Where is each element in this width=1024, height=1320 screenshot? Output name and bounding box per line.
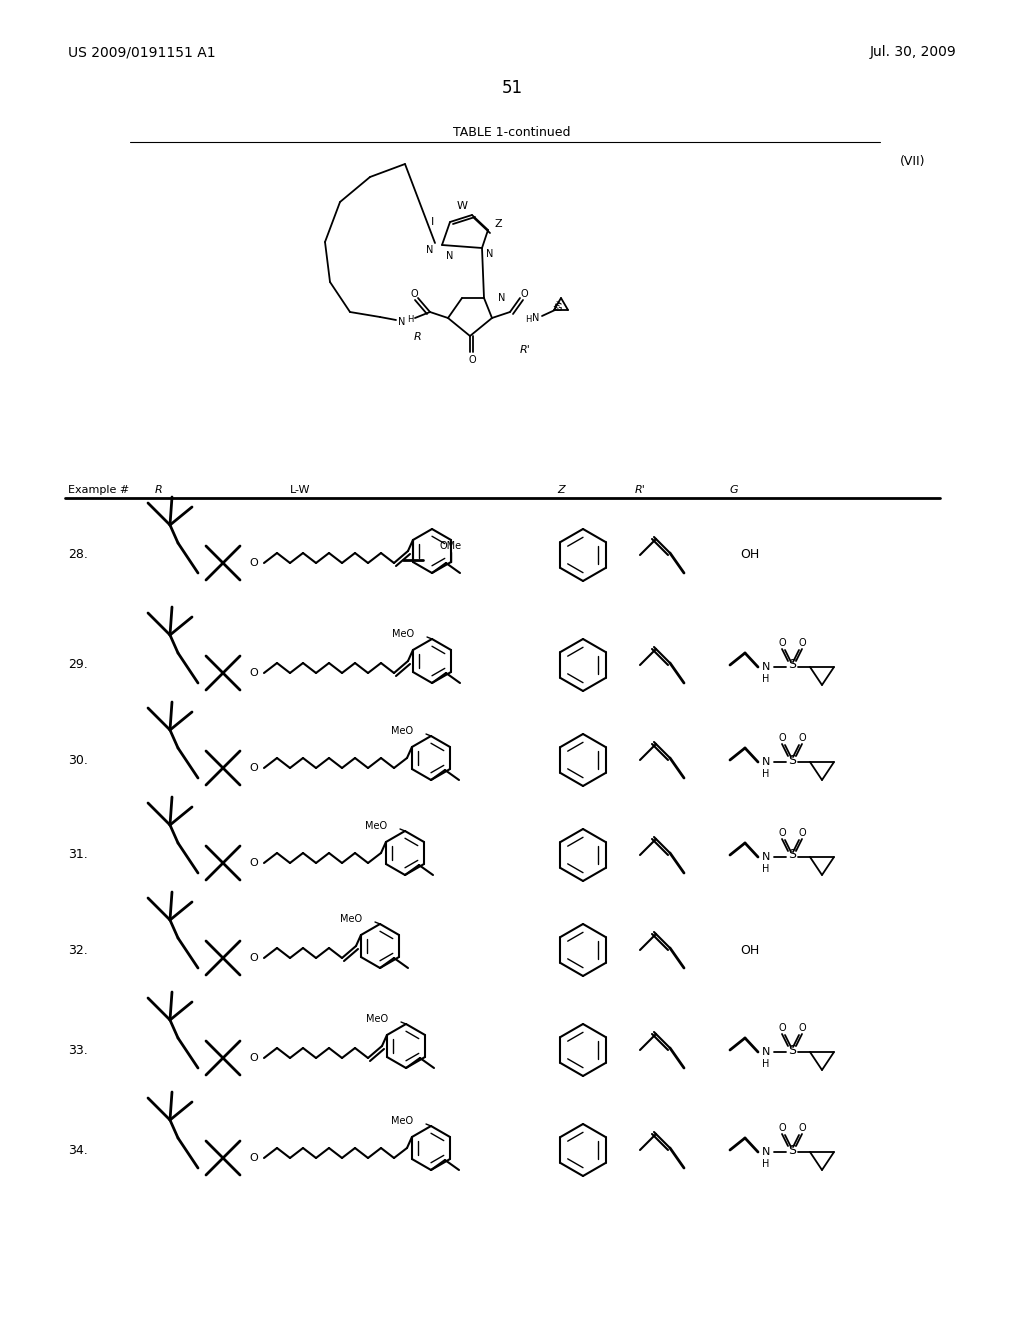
Text: (VII): (VII) (900, 156, 926, 169)
Text: MeO: MeO (340, 913, 362, 924)
Text: O: O (250, 858, 258, 869)
Text: 33.: 33. (68, 1044, 88, 1056)
Text: MeO: MeO (391, 1115, 413, 1126)
Text: MeO: MeO (366, 1014, 388, 1024)
Text: MeO: MeO (391, 726, 413, 737)
Text: H: H (762, 1059, 770, 1069)
Text: O: O (250, 668, 258, 678)
Text: O: O (250, 558, 258, 568)
Text: US 2009/0191151 A1: US 2009/0191151 A1 (68, 45, 216, 59)
Text: O: O (411, 289, 418, 300)
Text: O: O (250, 1152, 258, 1163)
Text: N: N (762, 851, 770, 862)
Text: S: S (788, 849, 796, 862)
Text: H: H (525, 315, 531, 325)
Text: R: R (155, 484, 163, 495)
Text: O: O (468, 355, 476, 366)
Text: MeO: MeO (392, 630, 414, 639)
Text: H: H (762, 770, 770, 779)
Text: TABLE 1-continued: TABLE 1-continued (454, 125, 570, 139)
Text: OH: OH (740, 549, 759, 561)
Text: N: N (498, 293, 506, 304)
Text: 51: 51 (502, 79, 522, 96)
Text: Z: Z (557, 484, 564, 495)
Text: R': R' (519, 345, 530, 355)
Text: O: O (520, 289, 527, 300)
Text: G: G (730, 484, 738, 495)
Text: 31.: 31. (68, 849, 88, 862)
Text: G: G (554, 304, 562, 313)
Text: S: S (788, 659, 796, 672)
Text: H: H (407, 315, 414, 325)
Text: N: N (398, 317, 406, 327)
Text: O: O (250, 953, 258, 964)
Text: H: H (762, 675, 770, 684)
Text: 28.: 28. (68, 549, 88, 561)
Text: L-W: L-W (290, 484, 310, 495)
Text: N: N (762, 663, 770, 672)
Text: O: O (250, 1053, 258, 1063)
Text: Z: Z (495, 219, 502, 228)
Text: OH: OH (740, 944, 759, 957)
Text: O: O (798, 1023, 806, 1034)
Text: R': R' (635, 484, 646, 495)
Text: O: O (798, 1123, 806, 1133)
Text: 32.: 32. (68, 944, 88, 957)
Text: O: O (798, 638, 806, 648)
Text: N: N (426, 246, 434, 255)
Text: W: W (457, 201, 468, 211)
Text: O: O (778, 1123, 785, 1133)
Text: H: H (762, 865, 770, 874)
Text: N: N (446, 251, 454, 261)
Text: Jul. 30, 2009: Jul. 30, 2009 (870, 45, 956, 59)
Text: O: O (798, 733, 806, 743)
Text: OMe: OMe (440, 541, 462, 550)
Text: O: O (250, 763, 258, 774)
Text: O: O (778, 828, 785, 838)
Text: N: N (486, 249, 494, 259)
Text: I: I (430, 216, 433, 227)
Text: 30.: 30. (68, 754, 88, 767)
Text: O: O (778, 733, 785, 743)
Text: N: N (532, 313, 540, 323)
Text: S: S (788, 1143, 796, 1156)
Text: N: N (762, 756, 770, 767)
Text: R: R (414, 333, 422, 342)
Text: N: N (762, 1147, 770, 1158)
Text: H: H (762, 1159, 770, 1170)
Text: S: S (788, 1044, 796, 1056)
Text: S: S (788, 754, 796, 767)
Text: Example #: Example # (68, 484, 129, 495)
Text: MeO: MeO (365, 821, 387, 832)
Text: O: O (798, 828, 806, 838)
Text: 29.: 29. (68, 659, 88, 672)
Text: O: O (778, 638, 785, 648)
Text: O: O (778, 1023, 785, 1034)
Text: N: N (762, 1047, 770, 1057)
Text: 34.: 34. (68, 1143, 88, 1156)
